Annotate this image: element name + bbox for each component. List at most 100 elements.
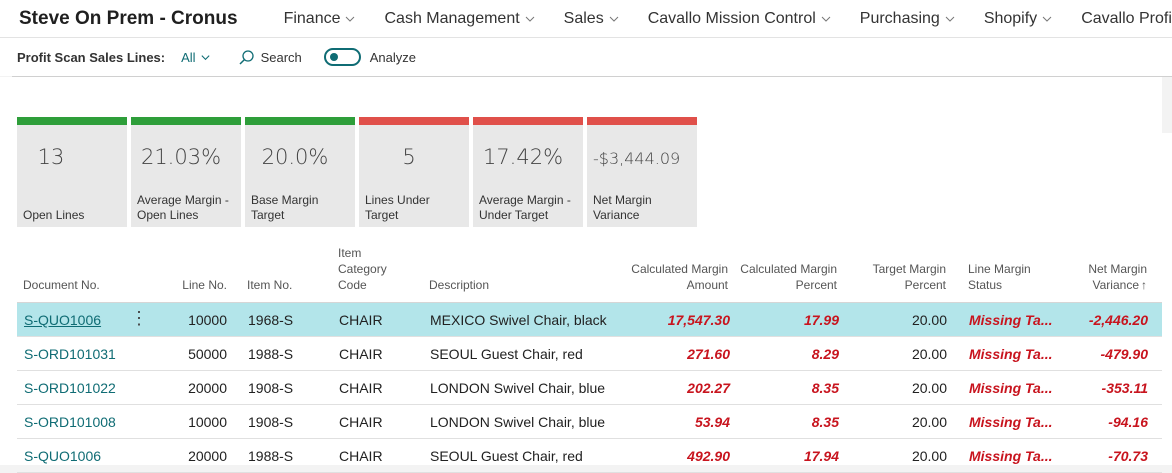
cell-line-margin-status: Missing Ta... <box>969 312 1053 328</box>
tile-base-margin-target[interactable]: 20.0% Base Margin Target <box>245 117 355 227</box>
tile-value: 20.0% <box>261 145 329 169</box>
tile-average-margin-under-target[interactable]: 17.42% Average Margin - Under Target <box>473 117 583 227</box>
cell-line-margin-status: Missing Ta... <box>969 380 1053 396</box>
cell-item-no: 1908-S <box>248 380 294 396</box>
tile-label: Average Margin - Under Target <box>479 193 571 222</box>
tile-status-bar <box>17 117 127 125</box>
nav-sales[interactable]: Sales <box>564 10 620 28</box>
analyze-toggle[interactable] <box>323 48 361 66</box>
cell-document-no[interactable]: S-ORD101022 <box>24 380 116 396</box>
cell-line-no: 10000 <box>188 414 227 430</box>
cell-description: LONDON Swivel Chair, blue <box>430 414 606 430</box>
cell-item-category: CHAIR <box>339 346 383 362</box>
nav-shopify[interactable]: Shopify <box>984 10 1053 28</box>
nav-purchasing[interactable]: Purchasing <box>860 10 956 28</box>
nav-label: Sales <box>563 9 604 27</box>
chevron-down-icon <box>821 16 831 22</box>
cell-item-category: CHAIR <box>339 312 383 328</box>
column-header-calculated-margin-amount[interactable]: Calculated Margin Amount <box>631 262 728 292</box>
tile-label: Average Margin - Open Lines <box>137 193 229 222</box>
column-header-item-no[interactable]: Item No. <box>247 278 293 292</box>
table-row[interactable]: S-ORD101031 50000 1988-S CHAIR SEOUL Gue… <box>17 337 1162 371</box>
tile-value: 21.03% <box>140 145 222 169</box>
action-bar: Profit Scan Sales Lines: All Search Anal… <box>0 38 1172 76</box>
tile-lines-under-target[interactable]: 5 Lines Under Target <box>359 117 469 227</box>
search-button[interactable]: Search <box>238 49 302 66</box>
cell-item-no: 1988-S <box>248 346 294 362</box>
tile-status-bar <box>473 117 583 125</box>
nav-label: Finance <box>283 9 341 27</box>
cell-calculated-margin-amount: 53.94 <box>694 414 730 430</box>
tile-label: Lines Under Target <box>365 193 430 222</box>
top-navigation-bar: Steve On Prem - Cronus Finance Cash Mana… <box>0 0 1172 38</box>
cell-net-margin-variance: -479.90 <box>1100 346 1148 362</box>
kpi-tiles: 13 Open Lines 21.03% Average Margin - Op… <box>17 117 701 227</box>
app-title[interactable]: Steve On Prem - Cronus <box>19 7 238 29</box>
cell-document-no[interactable]: S-QUO1006 <box>24 448 102 464</box>
search-icon <box>239 49 254 65</box>
column-header-net-margin-variance[interactable]: Net Margin Variance ↑ <box>1065 261 1147 293</box>
tile-label: Open Lines <box>23 208 85 222</box>
cell-calculated-margin-percent: 8.35 <box>811 414 839 430</box>
cell-document-no[interactable]: S-QUO1006 <box>24 312 102 328</box>
cell-description: SEOUL Guest Chair, red <box>430 448 583 464</box>
column-header-document-no[interactable]: Document No. <box>23 278 100 292</box>
cell-calculated-margin-amount: 202.27 <box>687 380 730 396</box>
cell-description: SEOUL Guest Chair, red <box>430 346 583 362</box>
nav-finance[interactable]: Finance <box>284 10 357 28</box>
tile-open-lines[interactable]: 13 Open Lines <box>17 117 127 227</box>
cell-target-margin-percent: 20.00 <box>911 414 947 430</box>
cell-calculated-margin-percent: 17.94 <box>803 448 839 464</box>
chevron-down-icon <box>201 54 210 60</box>
nav-label: Cavallo Profit Sca <box>1081 9 1172 27</box>
row-menu-icon[interactable]: ⋮ <box>130 308 148 328</box>
tile-net-margin-variance[interactable]: -$3,444.09 Net Margin Variance <box>587 117 697 227</box>
cell-net-margin-variance: -2,446.20 <box>1088 312 1148 328</box>
nav-label: Cash Management <box>384 9 520 27</box>
cell-description: LONDON Swivel Chair, blue <box>430 380 606 396</box>
nav-cash-management[interactable]: Cash Management <box>384 10 535 28</box>
column-header-line-margin-status[interactable]: Line Margin Status <box>968 262 1031 292</box>
column-header-description[interactable]: Description <box>429 278 490 292</box>
cell-document-no[interactable]: S-ORD101031 <box>24 346 116 362</box>
table-row[interactable]: S-QUO1006 ⋮ 10000 1968-S CHAIR MEXICO Sw… <box>17 303 1162 337</box>
cell-item-no: 1988-S <box>248 448 294 464</box>
column-header-item-category-code[interactable]: Item Category Code <box>338 246 387 292</box>
chevron-down-icon <box>609 16 619 22</box>
cell-item-category: CHAIR <box>339 448 383 464</box>
tile-average-margin-open-lines[interactable]: 21.03% Average Margin - Open Lines <box>131 117 241 227</box>
column-header-line-no[interactable]: Line No. <box>182 278 227 292</box>
chevron-down-icon <box>346 16 355 22</box>
cell-calculated-margin-percent: 8.35 <box>811 380 839 396</box>
table-row[interactable]: S-QUO1006 20000 1988-S CHAIR SEOUL Guest… <box>17 439 1162 473</box>
nav-label: Cavallo Mission Control <box>647 9 816 27</box>
column-header-calculated-margin-percent[interactable]: Calculated Margin Percent <box>740 262 837 292</box>
chevron-down-icon <box>945 16 955 22</box>
cell-net-margin-variance: -70.73 <box>1108 448 1148 464</box>
table-row[interactable]: S-ORD101022 20000 1908-S CHAIR LONDON Sw… <box>17 371 1162 405</box>
nav-cavallo-profit-scan[interactable]: Cavallo Profit Sca <box>1081 10 1172 28</box>
tile-status-bar <box>245 117 355 125</box>
cell-description: MEXICO Swivel Chair, black <box>430 312 607 328</box>
tile-value: 5 <box>402 145 416 169</box>
cell-document-no[interactable]: S-ORD101008 <box>24 414 116 430</box>
nav-cavallo-mission-control[interactable]: Cavallo Mission Control <box>648 10 832 28</box>
cell-calculated-margin-amount: 17,547.30 <box>667 312 730 328</box>
cell-line-no: 20000 <box>188 448 227 464</box>
cell-target-margin-percent: 20.00 <box>911 312 947 328</box>
analyze-label: Analyze <box>369 49 417 65</box>
cell-item-category: CHAIR <box>339 380 383 396</box>
tile-value: 13 <box>37 145 65 169</box>
cell-item-category: CHAIR <box>339 414 383 430</box>
cell-net-margin-variance: -94.16 <box>1108 414 1148 430</box>
filter-view-dropdown[interactable]: All <box>181 50 210 65</box>
cell-item-no: 1968-S <box>248 312 294 328</box>
nav-label: Purchasing <box>859 9 940 27</box>
tile-label: Net Margin Variance <box>593 193 652 222</box>
column-header-target-margin-percent[interactable]: Target Margin Percent <box>872 262 946 292</box>
cell-line-no: 20000 <box>188 380 227 396</box>
cell-calculated-margin-amount: 492.90 <box>687 448 730 464</box>
cell-target-margin-percent: 20.00 <box>911 346 947 362</box>
cell-net-margin-variance: -353.11 <box>1101 380 1148 396</box>
table-row[interactable]: S-ORD101008 10000 1908-S CHAIR LONDON Sw… <box>17 405 1162 439</box>
